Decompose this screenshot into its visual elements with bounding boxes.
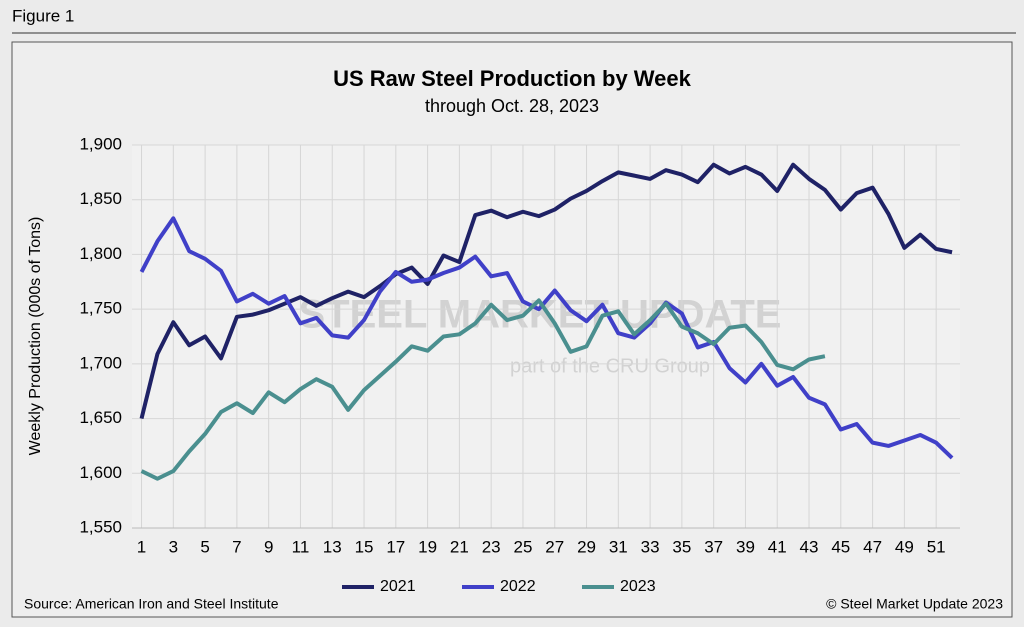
data-line — [139, 216, 954, 460]
x-tick-label: 11 — [292, 537, 310, 556]
x-tick-label: 47 — [863, 537, 882, 556]
source-note: Source: American Iron and Steel Institut… — [24, 596, 279, 612]
x-tick-label: 41 — [768, 537, 787, 556]
x-tick-label: 13 — [323, 537, 342, 556]
x-tick-label: 39 — [736, 537, 755, 556]
x-tick-label: 27 — [545, 537, 564, 556]
y-tick-label: 1,600 — [79, 463, 122, 482]
x-tick-label: 31 — [609, 537, 628, 556]
x-tick-label: 1 — [137, 537, 146, 556]
y-tick-label: 1,700 — [79, 353, 122, 372]
figure-label: Figure 1 — [12, 6, 74, 25]
x-tick-label: 51 — [927, 537, 946, 556]
x-tick-label: 7 — [232, 537, 241, 556]
credit-note: © Steel Market Update 2023 — [826, 596, 1003, 612]
x-tick-label: 43 — [800, 537, 819, 556]
x-tick-label: 45 — [831, 537, 850, 556]
data-line — [139, 162, 953, 420]
chart-title: US Raw Steel Production by Week — [333, 66, 692, 91]
x-tick-label: 37 — [704, 537, 723, 556]
x-tick-label: 5 — [200, 537, 209, 556]
watermark: part of the CRU Group — [510, 355, 710, 377]
x-tick-label: 21 — [450, 537, 469, 556]
y-tick-label: 1,800 — [79, 244, 122, 263]
y-tick-label: 1,550 — [79, 517, 122, 536]
y-tick-label: 1,850 — [79, 189, 122, 208]
x-tick-label: 15 — [355, 537, 374, 556]
y-tick-label: 1,900 — [79, 134, 122, 153]
x-tick-label: 17 — [386, 537, 405, 556]
y-tick-label: 1,750 — [79, 299, 122, 318]
x-tick-label: 3 — [169, 537, 178, 556]
legend-label: 2022 — [500, 578, 536, 595]
data-line — [140, 298, 826, 481]
plot-area — [132, 145, 960, 528]
x-tick-label: 35 — [672, 537, 691, 556]
y-axis-label: Weekly Production (000s of Tons) — [27, 217, 44, 456]
y-tick-label: 1,650 — [79, 408, 122, 427]
x-tick-label: 19 — [418, 537, 437, 556]
x-tick-label: 49 — [895, 537, 914, 556]
x-tick-label: 33 — [641, 537, 660, 556]
x-tick-label: 29 — [577, 537, 596, 556]
x-tick-label: 23 — [482, 537, 501, 556]
legend-label: 2023 — [620, 578, 656, 595]
chart-subtitle: through Oct. 28, 2023 — [425, 96, 599, 116]
x-tick-label: 25 — [513, 537, 532, 556]
x-tick-label: 9 — [264, 537, 273, 556]
legend-label: 2021 — [380, 578, 416, 595]
